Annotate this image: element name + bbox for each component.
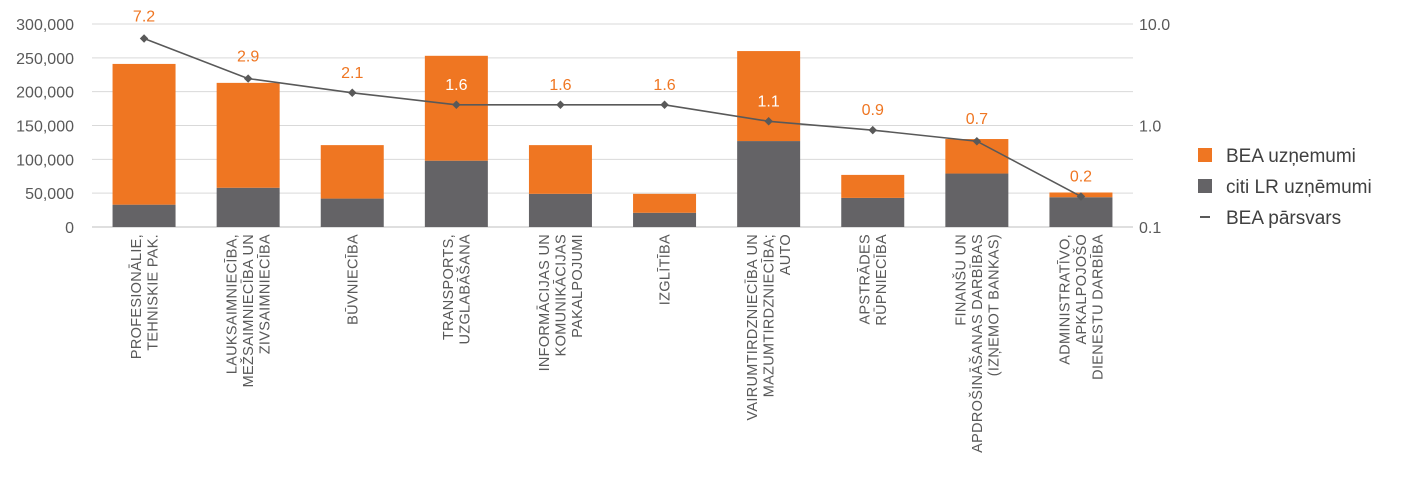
left-tick-label: 300,000 (16, 17, 74, 34)
category-label-line: LAUKSAIMNIECĪBA, (225, 234, 241, 374)
data-label: 1.6 (549, 77, 571, 94)
category-label-line: ZIVSAIMNIECĪBA (258, 234, 274, 354)
data-label: 0.9 (862, 102, 884, 119)
left-tick-label: 150,000 (16, 119, 74, 136)
category-label: VAIRUMTIRDZNIECĪBA UNMAZUMTIRDZNIECĪBA;A… (745, 234, 794, 421)
category-label: ADMINISTRATĪVO,APKALPOJOŠODIENESTU DARBĪ… (1057, 234, 1106, 380)
category-label: IZGLĪTĪBA (658, 234, 674, 305)
data-label: 0.7 (966, 111, 988, 128)
ratio-line-path (143, 37, 1082, 198)
category-label-line: ADMINISTRATĪVO, (1057, 234, 1073, 365)
right-axis-ticks: 0.1 1.0 10.0 (1139, 17, 1170, 237)
category-label: TRANSPORTS,UZGLABĀŠANA (441, 234, 474, 344)
category-label-line: DIENESTU DARBĪBA (1090, 234, 1106, 380)
category-label-line: UZGLABĀŠANA (457, 234, 474, 344)
category-label-line: TEHNISKIE PAK. (145, 234, 161, 351)
category-label-line: PAKALPOJUMI (570, 234, 586, 338)
right-tick-label: 0.1 (1139, 220, 1161, 237)
bar-bea (633, 193, 697, 213)
category-label: INFORMĀCIJAS UNKOMUNIKĀCIJASPAKALPOJUMI (537, 234, 586, 371)
ratio-point (556, 100, 565, 110)
data-label: 7.2 (133, 8, 155, 25)
legend: BEA uzņemumi citi LR uzņēmumi BEA pārsvars (1198, 146, 1372, 229)
category-label-line: RŪPNIECĪBA (874, 234, 890, 326)
bars (112, 51, 1113, 227)
category-label-line: TRANSPORTS, (441, 234, 457, 340)
ratio-point (868, 125, 877, 135)
left-tick-label: 250,000 (16, 51, 74, 68)
bar-citi-lr (424, 160, 488, 227)
bar-bea (112, 63, 176, 205)
left-tick-label: 50,000 (25, 186, 74, 203)
legend-label: BEA pārsvars (1226, 208, 1341, 229)
bar-citi-lr (320, 198, 384, 227)
legend-swatch (1198, 148, 1212, 162)
ratio-point (452, 100, 461, 110)
ratio-point (243, 74, 253, 83)
ratio-point (139, 34, 149, 43)
legend-label: BEA uzņemumi (1226, 146, 1356, 167)
legend-swatch (1198, 179, 1212, 193)
category-label-line: MAZUMTIRDZNIECĪBA; (762, 234, 778, 397)
bar-citi-lr (841, 197, 905, 227)
left-tick-label: 200,000 (16, 85, 74, 102)
bar-bea (216, 82, 280, 188)
category-label-line: INFORMĀCIJAS UN (537, 234, 553, 371)
category-label-line: AUTO (778, 234, 794, 275)
bar-citi-lr (1049, 197, 1113, 227)
left-axis-ticks: 0 50,000 100,000 150,000 200,000 250,000 300,0… (16, 17, 74, 237)
right-tick-label: 1.0 (1139, 119, 1161, 136)
category-label-line: APKALPOJOŠO (1073, 234, 1090, 344)
category-label: FINANŠU UNAPDROŠINĀŠANAS DARBĪBAS(IZŅEMO… (952, 234, 1002, 453)
category-label-line: APDROŠINĀŠANAS DARBĪBAS (969, 234, 986, 453)
category-label: APSTRĀDESRŪPNIECĪBA (857, 234, 890, 326)
data-label: 2.9 (237, 49, 259, 66)
left-tick-label: 0 (65, 220, 74, 237)
category-label-line: PROFESIONĀLIE, (129, 234, 145, 359)
category-label: PROFESIONĀLIE,TEHNISKIE PAK. (129, 234, 162, 359)
data-label: 1.1 (758, 93, 780, 110)
category-label-line: MEŽSAIMNIECĪBA UN (240, 234, 257, 387)
legend-label: citi LR uzņēmumi (1226, 177, 1372, 198)
bar-citi-lr (737, 141, 801, 227)
bar-citi-lr (216, 187, 280, 227)
bar-bea (737, 51, 801, 142)
data-labels: 7.2 2.9 2.1 1.6 1.6 1.6 1.1 0.9 0.7 0.2 (133, 8, 1092, 185)
category-label-line: (IZŅEMOT BANKAS) (986, 234, 1002, 376)
ratio-point (660, 100, 669, 110)
left-tick-label: 100,000 (16, 152, 74, 169)
category-label-line: FINANŠU UN (952, 234, 969, 326)
category-labels: PROFESIONĀLIE,TEHNISKIE PAK. LAUKSAIMNIEC… (129, 234, 1107, 453)
category-label-line: KOMUNIKĀCIJAS (553, 234, 569, 356)
bar-citi-lr (112, 204, 176, 227)
right-tick-label: 10.0 (1139, 17, 1170, 34)
data-label: 1.6 (445, 77, 467, 94)
bar-bea (528, 145, 592, 194)
bar-citi-lr (945, 173, 1009, 227)
data-label: 0.2 (1070, 168, 1092, 185)
category-label-line: APSTRĀDES (857, 234, 873, 325)
data-label: 2.1 (341, 65, 363, 82)
bar-citi-lr (528, 193, 592, 227)
ratio-line (139, 34, 1086, 201)
category-label: BŪVNIECĪBA (345, 234, 361, 325)
category-label: LAUKSAIMNIECĪBA,MEŽSAIMNIECĪBA UNZIVSAIM… (225, 234, 274, 387)
bar-bea (320, 145, 384, 199)
data-label: 1.6 (653, 77, 675, 94)
category-label-line: IZGLĪTĪBA (658, 234, 674, 305)
ratio-point (348, 88, 357, 98)
category-label-line: VAIRUMTIRDZNIECĪBA UN (745, 234, 761, 421)
bar-citi-lr (633, 212, 697, 227)
bar-bea (841, 174, 905, 198)
category-label-line: BŪVNIECĪBA (345, 234, 361, 325)
